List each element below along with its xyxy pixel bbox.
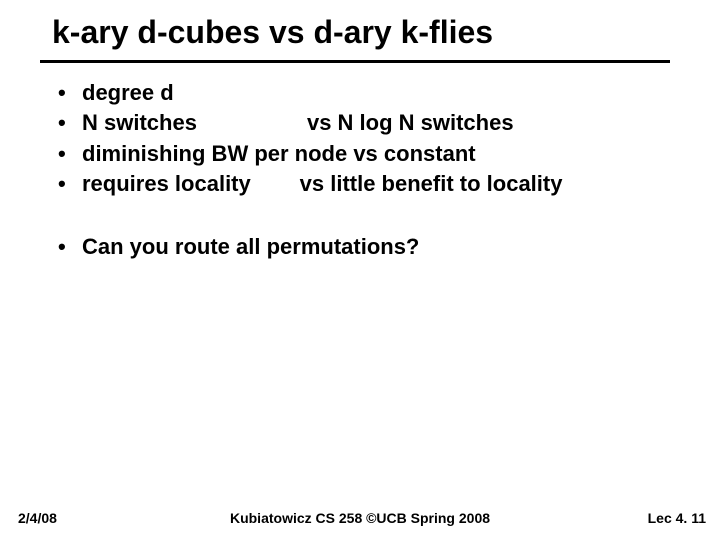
page-title: k-ary d-cubes vs d-ary k-flies <box>52 14 493 51</box>
footer-attribution: Kubiatowicz CS 258 ©UCB Spring 2008 <box>0 510 720 526</box>
list-item: • Can you route all permutations? <box>58 232 678 262</box>
bullet-text: requires locality vs little benefit to l… <box>82 169 562 199</box>
bullet-icon: • <box>58 169 82 199</box>
bullet-text: diminishing BW per node vs constant <box>82 139 476 169</box>
footer: 2/4/08 Kubiatowicz CS 258 ©UCB Spring 20… <box>0 504 720 526</box>
slide: k-ary d-cubes vs d-ary k-flies • degree … <box>0 0 720 540</box>
footer-page-number: Lec 4. 11 <box>648 510 706 526</box>
list-item: • requires locality vs little benefit to… <box>58 169 678 199</box>
bullet-text: Can you route all permutations? <box>82 232 419 262</box>
bullet-icon: • <box>58 232 82 262</box>
bullet-icon: • <box>58 139 82 169</box>
bullet-icon: • <box>58 108 82 138</box>
list-item: • degree d <box>58 78 678 108</box>
bullet-group-2: • Can you route all permutations? <box>58 232 678 262</box>
list-item: • N switches vs N log N switches <box>58 108 678 138</box>
bullet-text: N switches vs N log N switches <box>82 108 514 138</box>
list-item: • diminishing BW per node vs constant <box>58 139 678 169</box>
bullet-text: degree d <box>82 78 174 108</box>
bullet-group-1: • degree d • N switches vs N log N switc… <box>58 78 678 199</box>
title-underline <box>40 60 670 63</box>
bullet-icon: • <box>58 78 82 108</box>
